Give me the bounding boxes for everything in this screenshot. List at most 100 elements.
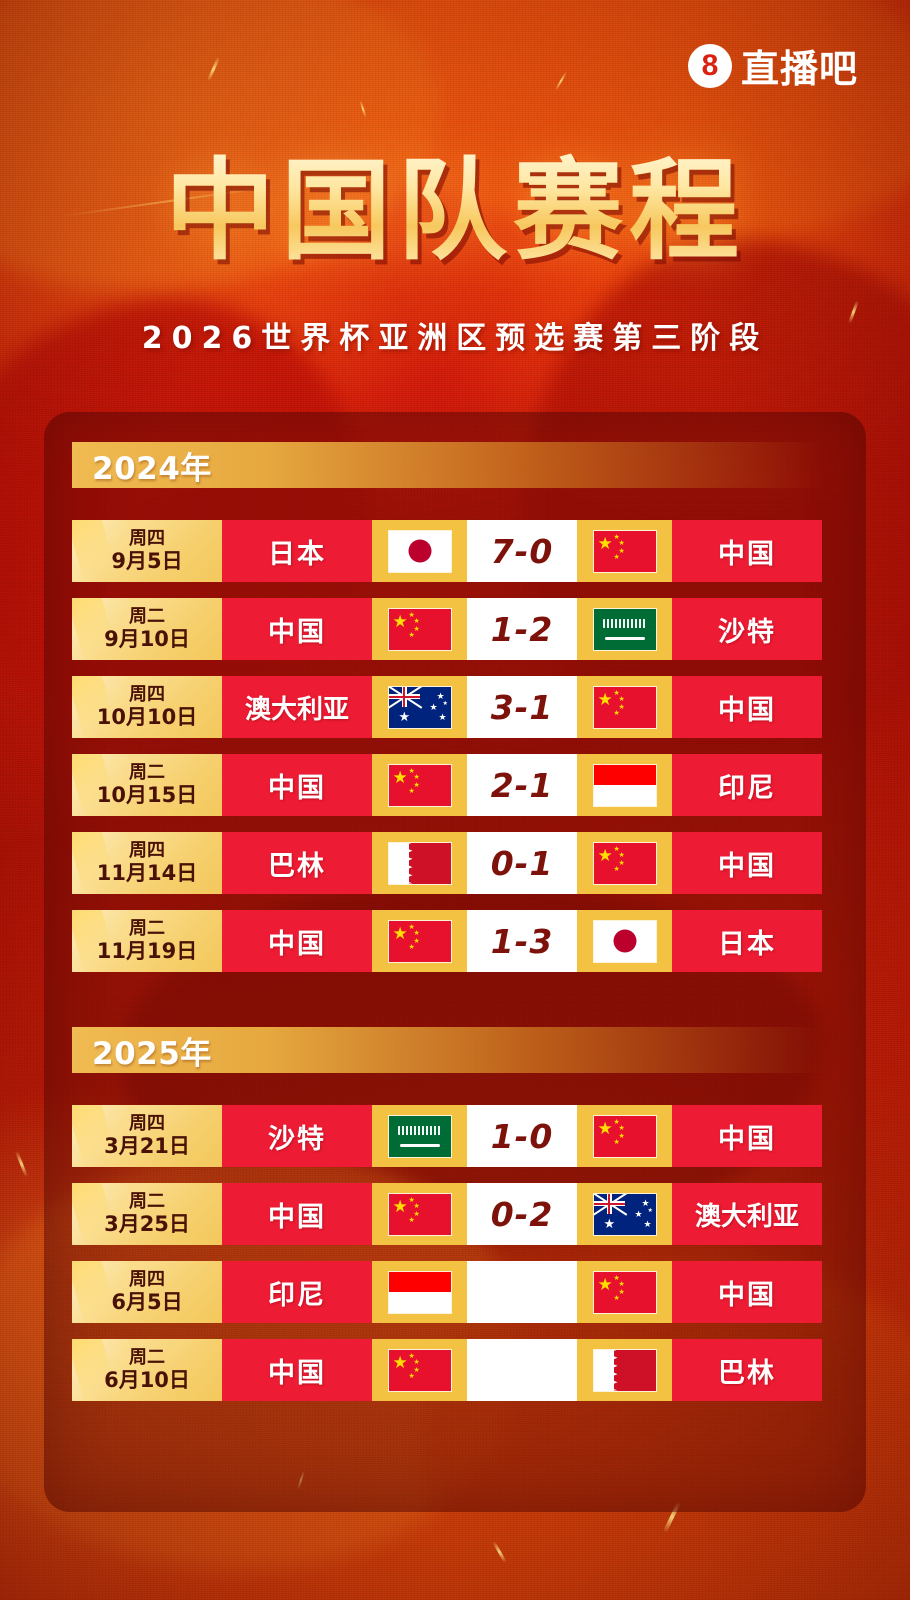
away-team-flag-cell: ★ ★ ★ ★ ★ (577, 520, 672, 582)
match-date: 3月21日 (104, 1134, 190, 1159)
home-team-flag-cell: ★ ★ ★ ★ ★ (372, 1339, 467, 1401)
home-team-flag-cell: ★ ★ ★ ★ ★ (372, 754, 467, 816)
away-team-flag-cell: ★ ★ ★ ★ ★ (577, 832, 672, 894)
away-team-name: 中国 (672, 832, 822, 894)
flag-bh-icon (593, 1349, 656, 1391)
flag-cn-icon: ★ ★ ★ ★ ★ (388, 920, 451, 962)
flag-sa-icon (388, 1115, 451, 1157)
site-logo[interactable]: 8 直播吧 (687, 38, 858, 93)
match-weekday: 周四 (129, 1112, 165, 1134)
logo-text: 直播吧 (740, 47, 858, 91)
year-header-label: 2025年 (92, 1035, 212, 1072)
away-team-flag-cell (577, 754, 672, 816)
home-team-flag-cell (372, 1261, 467, 1323)
match-weekday: 周二 (129, 1346, 165, 1368)
match-row[interactable]: 周二 3月25日 中国 ★ ★ ★ ★ ★ 0-2 ★ ★ ★ ★ ★ 澳大利亚 (72, 1183, 822, 1245)
home-team-name: 印尼 (222, 1261, 372, 1323)
away-team-flag-cell (577, 1339, 672, 1401)
match-weekday: 周四 (129, 1268, 165, 1290)
home-team-flag-cell: ★ ★ ★ ★ ★ (372, 1183, 467, 1245)
match-date: 6月10日 (104, 1368, 190, 1393)
match-score: 1-2 (467, 598, 577, 660)
match-row[interactable]: 周二 6月10日 中国 ★ ★ ★ ★ ★ 巴林 (72, 1339, 822, 1401)
flag-cn-icon: ★ ★ ★ ★ ★ (388, 1349, 451, 1391)
away-team-name: 澳大利亚 (672, 1183, 822, 1245)
match-date-cell: 周二 6月10日 (72, 1339, 222, 1401)
away-team-name: 印尼 (672, 754, 822, 816)
match-date-cell: 周四 9月5日 (72, 520, 222, 582)
match-date-cell: 周二 11月19日 (72, 910, 222, 972)
match-date-cell: 周四 6月5日 (72, 1261, 222, 1323)
home-team-flag-cell: ★ ★ ★ ★ ★ (372, 598, 467, 660)
flag-cn-icon: ★ ★ ★ ★ ★ (388, 608, 451, 650)
flag-cn-icon: ★ ★ ★ ★ ★ (593, 1115, 656, 1157)
match-weekday: 周四 (129, 683, 165, 705)
flag-cn-icon: ★ ★ ★ ★ ★ (593, 1271, 656, 1313)
home-team-flag-cell (372, 520, 467, 582)
match-date-cell: 周四 10月10日 (72, 676, 222, 738)
away-team-name: 巴林 (672, 1339, 822, 1401)
away-team-flag-cell: ★ ★ ★ ★ ★ (577, 1261, 672, 1323)
flag-sa-icon (593, 608, 656, 650)
flag-au-icon: ★ ★ ★ ★ ★ (593, 1193, 656, 1235)
year-header-label: 2024年 (92, 450, 212, 487)
home-team-name: 中国 (222, 1339, 372, 1401)
year-header-2024: 2024年 (72, 442, 822, 488)
home-team-flag-cell (372, 832, 467, 894)
flag-cn-icon: ★ ★ ★ ★ ★ (593, 530, 656, 572)
match-weekday: 周二 (129, 605, 165, 627)
away-team-flag-cell (577, 910, 672, 972)
flag-jp-icon (388, 530, 451, 572)
home-team-name: 中国 (222, 1183, 372, 1245)
away-team-name: 中国 (672, 1105, 822, 1167)
away-team-flag-cell: ★ ★ ★ ★ ★ (577, 676, 672, 738)
match-date: 6月5日 (111, 1290, 183, 1315)
logo-badge-icon: 8 (687, 43, 732, 88)
flag-cn-icon: ★ ★ ★ ★ ★ (593, 686, 656, 728)
match-date: 10月10日 (96, 705, 198, 730)
match-score: 1-3 (467, 910, 577, 972)
match-row[interactable]: 周四 9月5日 日本 7-0 ★ ★ ★ ★ ★ 中国 (72, 520, 822, 582)
match-date: 11月19日 (96, 939, 198, 964)
match-row[interactable]: 周二 11月19日 中国 ★ ★ ★ ★ ★ 1-3 日本 (72, 910, 822, 972)
match-date: 9月5日 (111, 549, 183, 574)
home-team-flag-cell (372, 1105, 467, 1167)
flag-id-icon (388, 1271, 451, 1313)
match-score: 7-0 (467, 520, 577, 582)
flag-cn-icon: ★ ★ ★ ★ ★ (593, 842, 656, 884)
away-team-name: 中国 (672, 676, 822, 738)
match-row[interactable]: 周四 10月10日 澳大利亚 ★ ★ ★ ★ ★ 3-1 ★ ★ ★ ★ ★ 中国 (72, 676, 822, 738)
match-date-cell: 周四 3月21日 (72, 1105, 222, 1167)
home-team-flag-cell: ★ ★ ★ ★ ★ (372, 676, 467, 738)
match-weekday: 周二 (129, 1190, 165, 1212)
match-weekday: 周二 (129, 917, 165, 939)
match-weekday: 周二 (129, 761, 165, 783)
match-date-cell: 周二 10月15日 (72, 754, 222, 816)
away-team-flag-cell: ★ ★ ★ ★ ★ (577, 1183, 672, 1245)
flag-au-icon: ★ ★ ★ ★ ★ (388, 686, 451, 728)
home-team-name: 澳大利亚 (222, 676, 372, 738)
match-score (467, 1339, 577, 1401)
match-date: 3月25日 (104, 1212, 190, 1237)
match-row[interactable]: 周二 10月15日 中国 ★ ★ ★ ★ ★ 2-1 印尼 (72, 754, 822, 816)
match-date-cell: 周二 9月10日 (72, 598, 222, 660)
flag-bh-icon (388, 842, 451, 884)
home-team-name: 巴林 (222, 832, 372, 894)
match-date: 11月14日 (96, 861, 198, 886)
away-team-name: 日本 (672, 910, 822, 972)
match-weekday: 周四 (129, 839, 165, 861)
match-date: 9月10日 (104, 627, 190, 652)
match-row[interactable]: 周四 11月14日 巴林 0-1 ★ ★ ★ ★ ★ 中国 (72, 832, 822, 894)
away-team-name: 沙特 (672, 598, 822, 660)
match-row[interactable]: 周四 6月5日 印尼 ★ ★ ★ ★ ★ 中国 (72, 1261, 822, 1323)
match-row[interactable]: 周四 3月21日 沙特 1-0 ★ ★ ★ ★ ★ 中国 (72, 1105, 822, 1167)
away-team-name: 中国 (672, 520, 822, 582)
match-score: 2-1 (467, 754, 577, 816)
match-row[interactable]: 周二 9月10日 中国 ★ ★ ★ ★ ★ 1-2 沙特 (72, 598, 822, 660)
match-date-cell: 周四 11月14日 (72, 832, 222, 894)
match-score (467, 1261, 577, 1323)
match-date: 10月15日 (96, 783, 198, 808)
flag-cn-icon: ★ ★ ★ ★ ★ (388, 764, 451, 806)
home-team-flag-cell: ★ ★ ★ ★ ★ (372, 910, 467, 972)
match-score: 1-0 (467, 1105, 577, 1167)
